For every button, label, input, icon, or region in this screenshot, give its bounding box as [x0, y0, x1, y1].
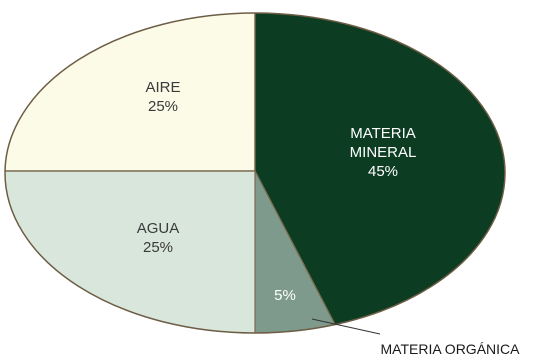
slice-label-agua-name: AGUA [137, 220, 180, 237]
slice-label-agua-value: 25% [143, 239, 173, 256]
slice-label-organica-name: MATERIA ORGÁNICA [381, 341, 521, 357]
slice-label-aire-name: AIRE [145, 79, 180, 96]
pie-slice-aire [5, 13, 256, 172]
slice-label-organica-value: 5% [274, 287, 296, 304]
slice-label-mineral-name-line1: MATERIA [350, 125, 416, 142]
slice-label-mineral-value: 45% [368, 163, 398, 180]
leader-line-organica [311, 318, 381, 335]
pie-slice-materia-organica [254, 170, 353, 333]
pie-outline [4, 12, 506, 334]
slice-label-aire-value: 25% [148, 98, 178, 115]
slice-label-mineral-name-line2: MINERAL [350, 144, 417, 161]
